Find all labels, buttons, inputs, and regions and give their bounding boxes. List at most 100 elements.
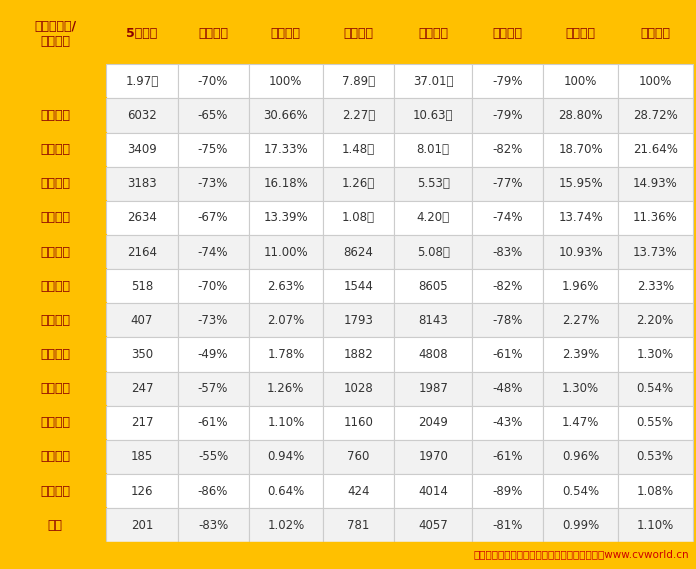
Text: 1970: 1970 [418,451,448,463]
Bar [618,474,693,508]
Text: 北奔重汽: 北奔重汽 [40,451,70,463]
Text: -83%: -83% [198,519,228,531]
Text: 1.97万: 1.97万 [125,75,159,88]
Text: -73%: -73% [198,314,228,327]
Bar [248,133,323,167]
Text: 7.89万: 7.89万 [342,75,375,88]
Text: 4057: 4057 [418,519,448,531]
Text: -82%: -82% [493,143,523,156]
Text: 350: 350 [131,348,153,361]
Text: 0.55%: 0.55% [637,417,674,429]
Text: 同比增长: 同比增长 [198,27,228,40]
Bar [544,167,618,201]
Text: -83%: -83% [493,246,523,258]
Bar [248,3,323,64]
Bar [323,337,394,372]
Text: 数据来源：终端销量统计。制表：第一商用车网www.cvworld.cn: 数据来源：终端销量统计。制表：第一商用车网www.cvworld.cn [473,549,689,559]
Bar [106,474,177,508]
Bar [473,372,544,406]
Bar [3,167,106,201]
Text: 1.30%: 1.30% [637,348,674,361]
Text: -61%: -61% [493,451,523,463]
Bar [3,542,693,566]
Bar [618,133,693,167]
Bar [473,167,544,201]
Bar [106,167,177,201]
Bar [323,98,394,133]
Text: 15.95%: 15.95% [558,178,603,190]
Bar [323,269,394,303]
Text: 13.39%: 13.39% [264,212,308,224]
Text: 1987: 1987 [418,382,448,395]
Bar [106,372,177,406]
Bar [394,406,473,440]
Bar [248,474,323,508]
Text: 100%: 100% [269,75,303,88]
Bar [544,133,618,167]
Text: 4808: 4808 [418,348,448,361]
Text: 牵引车品牌/
行业总计: 牵引车品牌/ 行业总计 [34,19,76,48]
Bar [618,235,693,269]
Text: 518: 518 [131,280,153,292]
Text: 中国重汽: 中国重汽 [40,143,70,156]
Bar [323,167,394,201]
Bar [323,406,394,440]
Text: 185: 185 [131,451,153,463]
Bar [106,98,177,133]
Text: 1.26%: 1.26% [267,382,305,395]
Text: 217: 217 [131,417,153,429]
Bar [323,64,394,98]
Bar [248,508,323,542]
Bar [248,440,323,474]
Bar [323,3,394,64]
Text: 4014: 4014 [418,485,448,497]
Bar [3,440,106,474]
Text: 126: 126 [131,485,153,497]
Bar [3,337,106,372]
Text: 18.70%: 18.70% [558,143,603,156]
Text: -70%: -70% [198,280,228,292]
Bar [106,508,177,542]
Bar [323,303,394,337]
Bar [473,235,544,269]
Bar [177,64,248,98]
Text: -43%: -43% [493,417,523,429]
Text: -74%: -74% [198,246,228,258]
Bar [323,474,394,508]
Text: 月度份额: 月度份额 [271,27,301,40]
Text: 30.66%: 30.66% [264,109,308,122]
Bar [544,3,618,64]
Text: 1793: 1793 [344,314,374,327]
Bar [106,201,177,235]
Bar [394,201,473,235]
Text: 1.08万: 1.08万 [342,212,375,224]
Text: 407: 407 [131,314,153,327]
Bar [473,3,544,64]
Bar [248,64,323,98]
Bar [618,440,693,474]
Bar [394,508,473,542]
Text: 汉马科技: 汉马科技 [40,417,70,429]
Bar [394,167,473,201]
Bar [544,372,618,406]
Text: 13.74%: 13.74% [558,212,603,224]
Text: 781: 781 [347,519,370,531]
Bar [323,372,394,406]
Bar [544,337,618,372]
Text: 5.53万: 5.53万 [417,178,450,190]
Bar [106,303,177,337]
Bar [473,269,544,303]
Text: 1.30%: 1.30% [562,382,599,395]
Text: 37.01万: 37.01万 [413,75,454,88]
Text: 5月销量: 5月销量 [127,27,157,40]
Text: 0.64%: 0.64% [267,485,304,497]
Text: 2.20%: 2.20% [637,314,674,327]
Text: 201: 201 [131,519,153,531]
Text: 2.07%: 2.07% [267,314,304,327]
Bar [473,440,544,474]
Text: 陕汽集团: 陕汽集团 [40,246,70,258]
Text: 2.39%: 2.39% [562,348,599,361]
Bar [394,440,473,474]
Bar [106,64,177,98]
Text: 2.27%: 2.27% [562,314,599,327]
